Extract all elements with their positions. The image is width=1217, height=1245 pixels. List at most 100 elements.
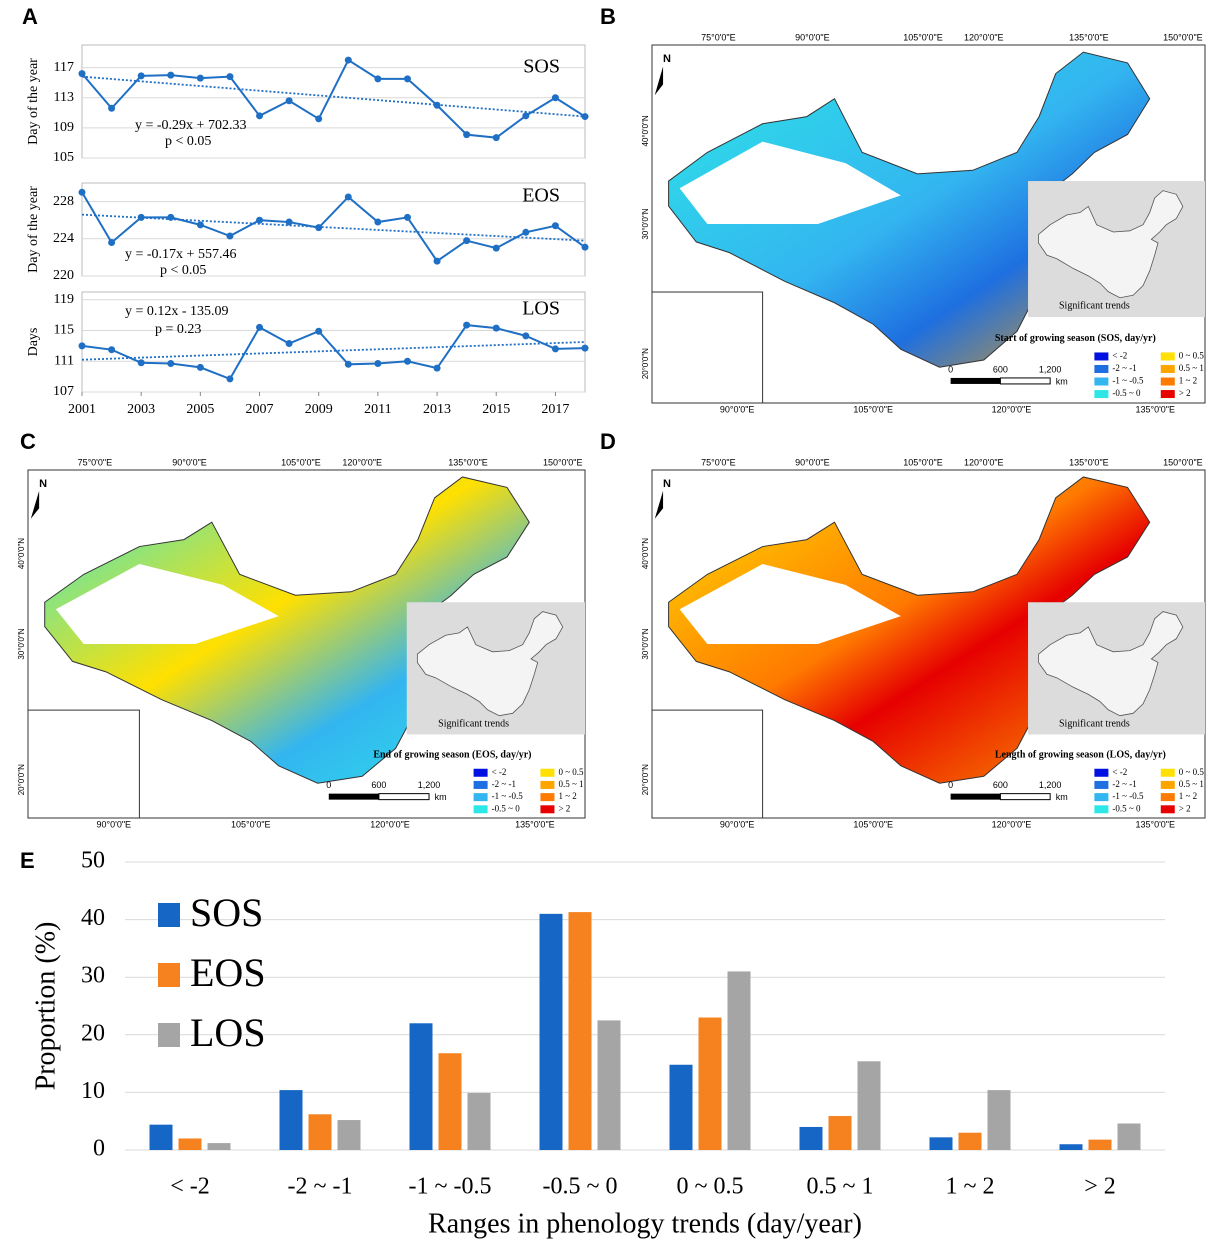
legend-label: 0.5 ~ 1	[1179, 779, 1204, 789]
lat-label: 20°0'0"N	[641, 764, 650, 795]
point	[285, 340, 293, 348]
lat-label: 40°0'0"N	[17, 538, 26, 569]
y-tick-label: 10	[81, 1078, 105, 1104]
point	[551, 94, 559, 102]
point	[522, 228, 530, 236]
map-legend-title: Length of growing season (LOS, day/yr)	[995, 750, 1166, 761]
legend-swatch	[1094, 390, 1109, 399]
point	[433, 101, 441, 109]
trend-line	[81, 213, 586, 242]
lon-label: 105°0'0"E	[903, 32, 943, 42]
annotation: p < 0.05	[160, 263, 206, 278]
scale-label: 600	[993, 364, 1008, 374]
lon-label: 120°0'0"E	[992, 404, 1032, 414]
lon-label: 120°0'0"E	[964, 32, 1004, 42]
north-symbol	[30, 490, 40, 519]
point	[463, 131, 471, 139]
point	[196, 363, 204, 371]
lon-label: 105°0'0"E	[231, 819, 271, 829]
annotation: y = 0.12x - 135.09	[125, 304, 229, 319]
lat-label: 30°0'0"N	[641, 628, 650, 659]
lon-label: 135°0'0"E	[1069, 457, 1109, 467]
map-desert	[55, 563, 279, 644]
x-tick-label: 1 ~ 2	[946, 1174, 995, 1200]
panel-label: C	[20, 429, 36, 454]
legend-label: -2 ~ -1	[492, 779, 516, 789]
legend-swatch	[1160, 780, 1175, 789]
legend-swatch	[1094, 768, 1109, 777]
chart-title: LOS	[522, 298, 560, 320]
lon-label: 150°0'0"E	[1163, 32, 1203, 42]
legend-label: 0.5 ~ 1	[558, 779, 583, 789]
x-tick-label: -2 ~ -1	[288, 1174, 353, 1200]
legend-swatch	[540, 768, 555, 777]
lon-label: 135°0'0"E	[1135, 819, 1175, 829]
point	[581, 344, 589, 352]
y-tick-label: 109	[53, 120, 74, 135]
bar	[149, 1124, 173, 1150]
point	[403, 213, 411, 221]
bar	[467, 1092, 491, 1150]
chart-title: SOS	[523, 56, 560, 78]
point	[374, 360, 382, 368]
bar	[337, 1120, 361, 1150]
annotation: p < 0.05	[165, 134, 211, 149]
legend-swatch	[1160, 377, 1175, 386]
lon-label: 135°0'0"E	[448, 457, 488, 467]
x-tick-label: 2007	[246, 402, 274, 417]
lon-label: 120°0'0"E	[992, 819, 1032, 829]
point	[492, 244, 500, 252]
legend-swatch	[1094, 377, 1109, 386]
annotation: y = -0.17x + 557.46	[125, 247, 236, 262]
legend-swatch	[1094, 364, 1109, 373]
lon-label: 135°0'0"E	[1135, 404, 1175, 414]
legend-swatch	[158, 963, 180, 987]
point	[167, 71, 175, 79]
lon-label: 150°0'0"E	[543, 457, 583, 467]
series-line	[81, 324, 586, 381]
legend-label: EOS	[190, 950, 266, 995]
lon-label: 90°0'0"E	[720, 404, 755, 414]
legend-swatch	[473, 793, 488, 802]
scale-label: 0	[326, 780, 331, 790]
x-tick-label: -1 ~ -0.5	[409, 1174, 492, 1200]
point	[522, 332, 530, 340]
lon-label: 150°0'0"E	[1163, 457, 1203, 467]
legend-swatch	[1160, 793, 1175, 802]
scale-bar-dark	[950, 377, 1001, 384]
legend-label: < -2	[492, 767, 507, 777]
south-sea-inset	[27, 709, 140, 819]
north-symbol	[654, 490, 664, 519]
bar	[178, 1138, 202, 1150]
legend-label: 1 ~ 2	[558, 791, 576, 801]
point	[374, 75, 382, 83]
bar	[727, 971, 751, 1150]
panel-label: B	[600, 4, 616, 29]
lon-label: 105°0'0"E	[903, 457, 943, 467]
trend-line	[81, 341, 586, 361]
y-tick-label: 117	[54, 60, 74, 75]
y-tick-label: 105	[53, 150, 74, 165]
inset-country	[1038, 611, 1184, 717]
point	[315, 224, 323, 232]
north-symbol	[654, 66, 664, 96]
scale-label: 0	[948, 364, 953, 374]
south-sea-inset	[651, 291, 764, 404]
bar	[987, 1090, 1011, 1150]
lon-label: 90°0'0"E	[720, 819, 755, 829]
lon-label: 105°0'0"E	[853, 404, 893, 414]
inset-label: Significant trends	[1059, 301, 1130, 312]
legend-swatch	[540, 793, 555, 802]
map-panel: Significant trends N 75°0'0"E 90°0'0"E 105°0…	[641, 32, 1206, 414]
inset-country	[416, 611, 564, 717]
y-tick-label: 115	[54, 323, 74, 338]
lon-label: 90°0'0"E	[97, 819, 132, 829]
bar	[207, 1143, 231, 1150]
point	[551, 345, 559, 353]
series-line	[81, 58, 586, 139]
bar	[1059, 1144, 1083, 1150]
point	[285, 218, 293, 226]
point	[492, 324, 500, 332]
scale-bar-dark	[328, 793, 379, 800]
legend-label: 1 ~ 2	[1179, 791, 1197, 801]
